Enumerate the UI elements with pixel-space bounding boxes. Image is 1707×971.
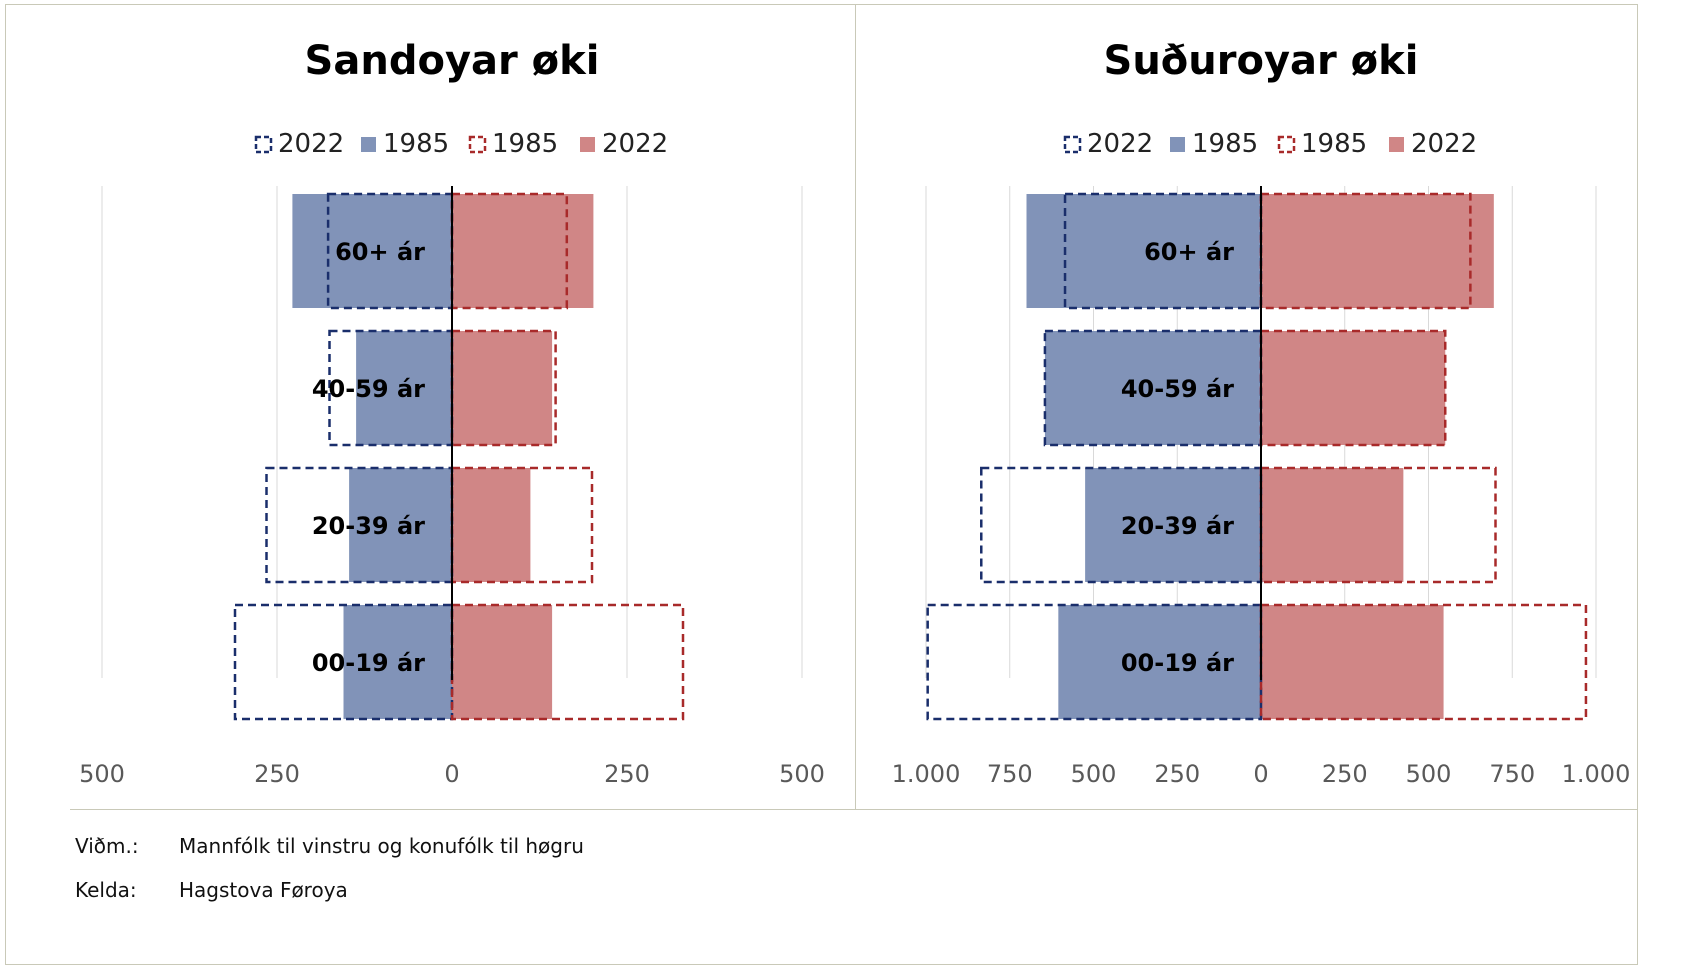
category-label: 40-59 ár (312, 375, 425, 403)
bar-outline-right-1985 (450, 466, 594, 584)
legend-swatch (1063, 135, 1082, 154)
x-tick-label: 1.000 (1562, 760, 1631, 788)
bar-outline-left-2022 (265, 466, 454, 584)
panel-divider (855, 4, 856, 810)
legend-label: 1985 (1192, 129, 1258, 159)
bar-right-2022 (452, 194, 594, 308)
chart-title: Suðuroyar øki (1104, 38, 1419, 84)
x-tick-label: 250 (1154, 760, 1200, 788)
bar-outline-left-2022 (326, 192, 454, 310)
legend-swatch (254, 135, 273, 154)
bar-right-2022 (452, 331, 553, 445)
chart-title: Sandoyar øki (305, 38, 600, 84)
figure-frame (5, 4, 1638, 965)
category-label: 60+ ár (335, 238, 425, 266)
x-tick-label: 500 (1071, 760, 1117, 788)
x-tick-label: 750 (987, 760, 1033, 788)
legend-label: 2022 (1087, 129, 1153, 159)
bar-left-1985 (1058, 605, 1261, 719)
legend-label: 1985 (383, 129, 449, 159)
source-text: Hagstova Føroya (179, 878, 348, 902)
legend-label: 2022 (278, 129, 344, 159)
bar-left-1985 (349, 468, 452, 582)
source-label: Kelda: (75, 878, 137, 902)
bar-left-1985 (1044, 331, 1261, 445)
bar-right-2022 (1261, 605, 1444, 719)
legend-label: 2022 (1411, 129, 1477, 159)
x-tick-label: 750 (1489, 760, 1535, 788)
bar-left-1985 (356, 331, 452, 445)
category-label: 40-59 ár (1121, 375, 1234, 403)
bar-outline-right-1985 (450, 192, 569, 310)
bar-outline-left-2022 (980, 466, 1263, 584)
x-tick-label: 250 (254, 760, 300, 788)
bar-right-2022 (1261, 468, 1404, 582)
x-tick-label: 0 (1253, 760, 1268, 788)
x-tick-label: 1.000 (892, 760, 961, 788)
x-tick-label: 500 (779, 760, 825, 788)
legend-swatch (1277, 135, 1296, 154)
bar-outline-right-1985 (450, 603, 685, 721)
bar-left-1985 (292, 194, 452, 308)
legend-swatch (468, 135, 487, 154)
legend-label: 2022 (602, 129, 668, 159)
legend-swatch (1389, 137, 1404, 152)
footer-rule (70, 809, 1637, 810)
category-label: 00-19 ár (312, 649, 425, 677)
legend-swatch (1170, 137, 1185, 152)
bar-left-1985 (1085, 468, 1261, 582)
legend-label: 1985 (492, 129, 558, 159)
bar-right-2022 (452, 468, 531, 582)
legend-swatch (361, 137, 376, 152)
category-label: 00-19 ár (1121, 649, 1234, 677)
note-label: Viðm.: (75, 834, 139, 858)
chart-suduroyar: Suðuroyar øki 2022 1985 1985 2022 1.000 750 500… (892, 38, 1631, 788)
category-label: 60+ ár (1144, 238, 1234, 266)
x-tick-label: 500 (79, 760, 125, 788)
x-tick-label: 500 (1406, 760, 1452, 788)
category-label: 20-39 ár (1121, 512, 1234, 540)
chart-sandoyar: Sandoyar øki 2022 1985 1985 2022 500 250 0 250 50… (79, 38, 825, 788)
bar-right-2022 (452, 605, 553, 719)
x-tick-label: 250 (604, 760, 650, 788)
x-tick-label: 0 (444, 760, 459, 788)
bar-outline-left-2022 (328, 329, 454, 447)
bar-right-2022 (1261, 331, 1446, 445)
x-tick-label: 250 (1322, 760, 1368, 788)
bar-left-1985 (343, 605, 452, 719)
category-label: 20-39 ár (312, 512, 425, 540)
bar-right-2022 (1261, 194, 1494, 308)
legend-swatch (580, 137, 595, 152)
legend-label: 1985 (1301, 129, 1367, 159)
note-text: Mannfólk til vinstru og konufólk til høg… (179, 834, 584, 858)
